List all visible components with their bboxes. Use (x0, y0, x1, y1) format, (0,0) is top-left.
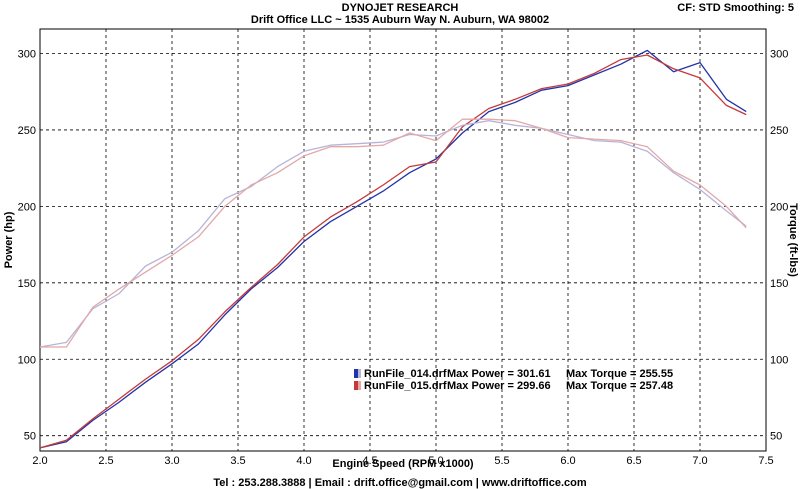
x-tick-label: 6.0 (560, 455, 575, 467)
legend-max-power-run-015: Max Power = 299.66 (447, 380, 551, 392)
x-tick-label: 7.0 (692, 455, 707, 467)
series-line-torque-2 (39, 120, 747, 348)
legend-max-torque-run-015: Max Torque = 257.48 (566, 380, 673, 392)
x-tick-label: 2.5 (98, 455, 113, 467)
x-axis-label: Engine Speed (RPM x1000) (332, 458, 474, 470)
y-tick-label-left: 250 (18, 125, 36, 137)
chart-subtitle: Drift Office LLC ~ 1535 Auburn Way N. Au… (250, 14, 550, 26)
y-tick-label-left: 150 (18, 278, 36, 290)
footer-contact: Tel : 253.288.3888 | Email : drift.offic… (213, 477, 587, 489)
settings-readout: CF: STD Smoothing: 5 (677, 2, 794, 14)
legend-file-run-014: RunFile_014.drf (364, 368, 447, 380)
legend-swatch-power-run-015 (354, 381, 358, 390)
y-tick-label-left: 200 (18, 201, 36, 213)
y-axis-label-right: Torque (ft-lbs) (787, 203, 799, 277)
grid (39, 29, 767, 451)
y-tick-label-right: 100 (770, 354, 788, 366)
x-tick-label: 3.5 (230, 455, 245, 467)
y-tick-label-right: 50 (770, 431, 782, 443)
axis-ticks: 2.0 2.5 3.0 3.5 4.0 4.5 5.0 5.5 6.0 6.5 7.0 7.5 50 50… (18, 48, 789, 467)
x-tick-label: 4.5 (362, 455, 377, 467)
legend-max-power-run-014: Max Power = 301.61 (447, 368, 551, 380)
y-tick-label-right: 200 (770, 201, 788, 213)
y-tick-label-right: 150 (770, 278, 788, 290)
legend-max-torque-run-014: Max Torque = 255.55 (566, 368, 673, 380)
y-tick-label-right: 250 (770, 125, 788, 137)
y-axis-label-left: Power (hp) (3, 211, 15, 268)
x-tick-label: 4.0 (296, 455, 311, 467)
x-tick-label: 3.0 (164, 455, 179, 467)
legend-file-run-015: RunFile_015.drf (364, 380, 447, 392)
legend-swatch-power-run-014 (354, 369, 358, 378)
legend-swatch-torque-run-015 (358, 381, 361, 390)
plot-area (39, 28, 767, 452)
x-tick-label: 7.5 (758, 455, 773, 467)
legend-swatch-torque-run-014 (358, 369, 361, 378)
series-lines (39, 49, 747, 449)
x-tick-label: 2.0 (32, 455, 47, 467)
x-tick-label: 5.5 (494, 455, 509, 467)
x-tick-label: 6.5 (626, 455, 641, 467)
y-tick-label-right: 300 (770, 48, 788, 60)
y-tick-label-left: 300 (18, 48, 36, 60)
y-tick-label-left: 100 (18, 354, 36, 366)
chart-title: DYNOJET RESEARCH (341, 2, 459, 14)
y-tick-label-left: 50 (24, 431, 36, 443)
x-tick-label: 5.0 (428, 455, 443, 467)
series-line-torque-3 (40, 118, 747, 348)
series-line-power-1 (39, 54, 747, 449)
legend: RunFile_014.drf Max Power = 301.61 Max T… (354, 368, 673, 392)
